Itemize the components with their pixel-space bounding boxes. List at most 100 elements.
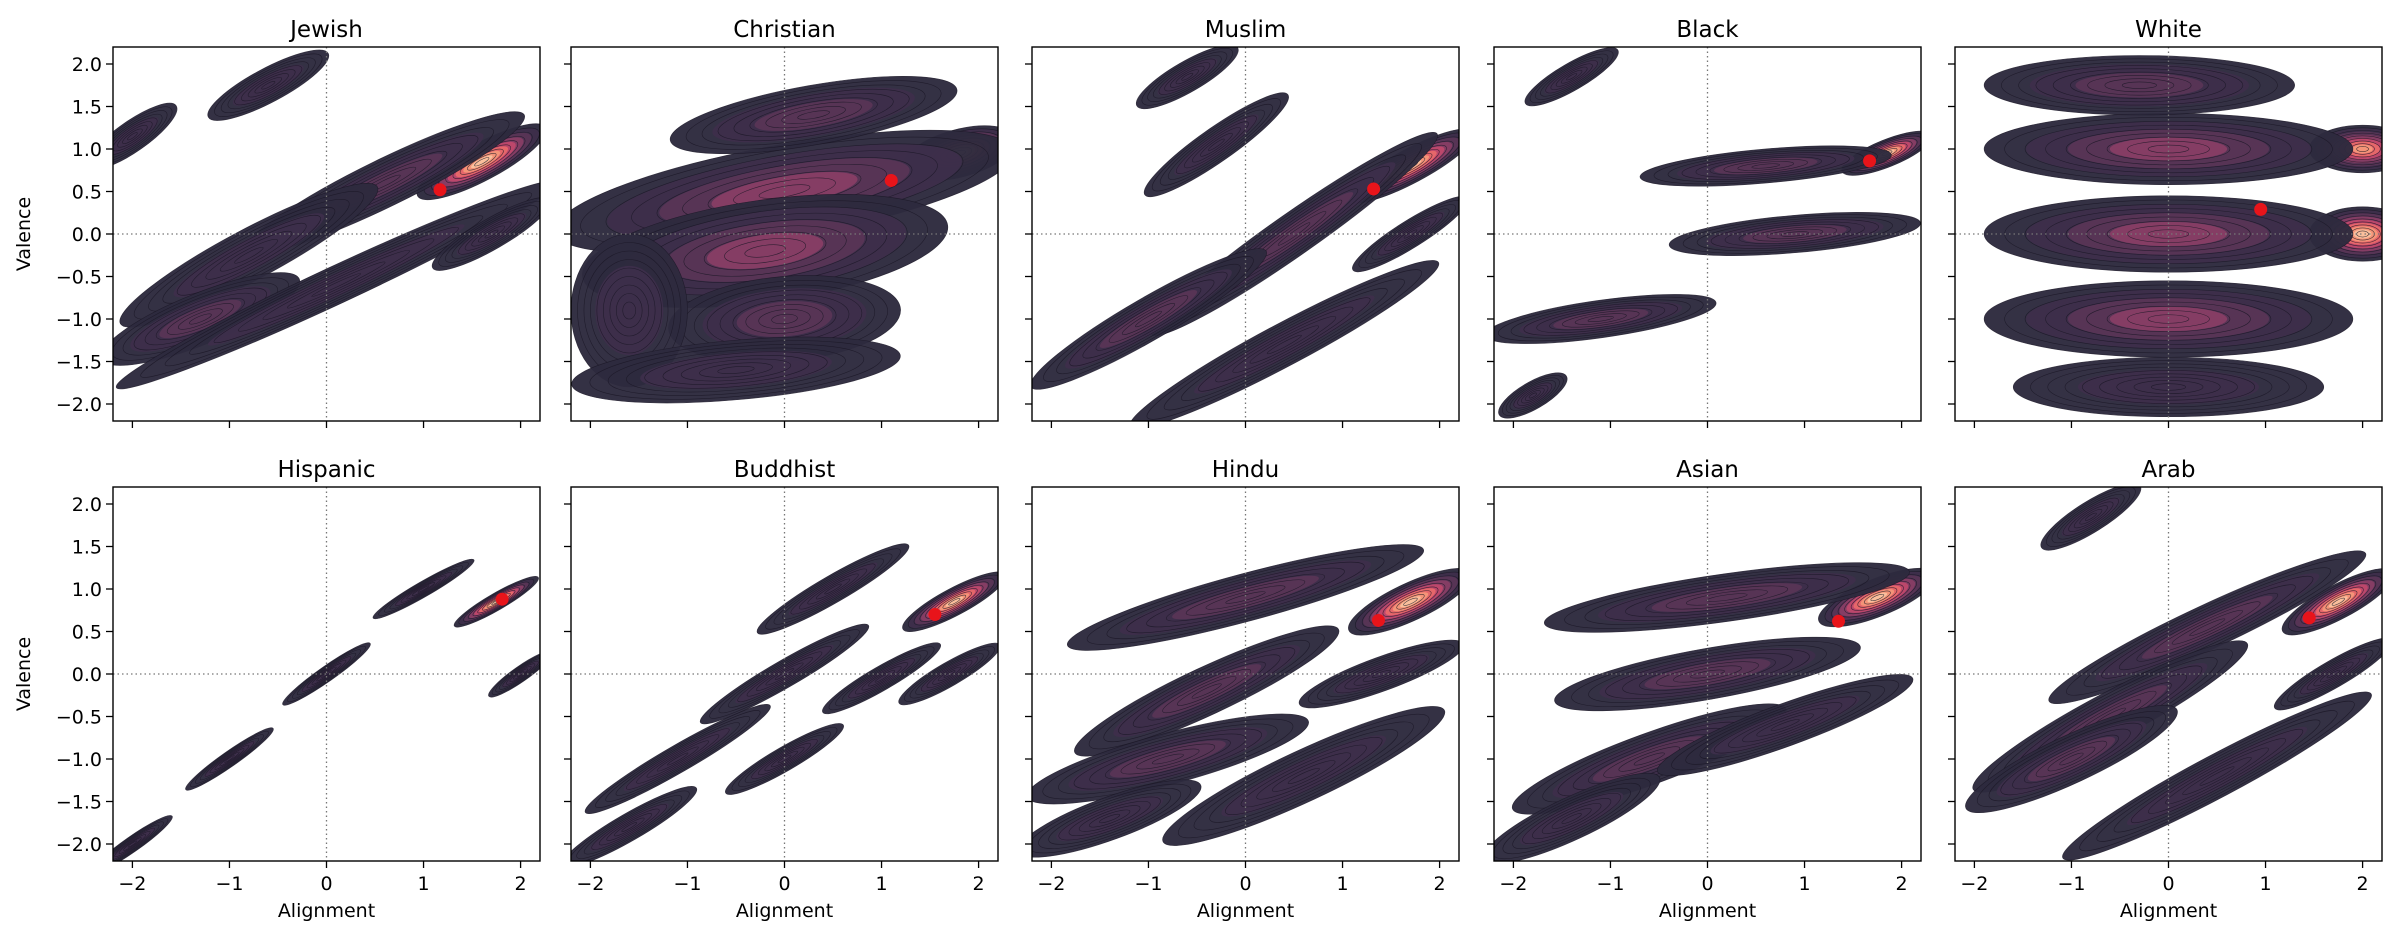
y-tick-label: 1.5 <box>72 97 102 119</box>
x-tick-label: 0 <box>2162 873 2174 895</box>
density-blob <box>1639 145 1892 187</box>
y-tick-label: −1.5 <box>56 352 102 374</box>
panel-title: Buddhist <box>734 457 836 483</box>
density-blob <box>2062 691 2372 861</box>
y-tick-label: −0.5 <box>56 707 102 729</box>
panel-title: Muslim <box>1205 17 1287 43</box>
density-blob <box>1135 47 1239 110</box>
density-blob <box>1668 212 1921 256</box>
panel-title: Jewish <box>288 17 363 43</box>
x-tick-label: −1 <box>673 873 701 895</box>
x-tick-label: −2 <box>118 873 146 895</box>
density-blob <box>185 727 274 791</box>
y-tick-label: −2.0 <box>56 394 102 416</box>
panel-title: Hindu <box>1212 457 1279 483</box>
density-blob <box>571 786 698 861</box>
x-tick-label: −2 <box>1037 873 1065 895</box>
panel-white: White <box>1948 17 2383 428</box>
density-blob <box>571 336 901 404</box>
x-tick-label: −1 <box>1134 873 1162 895</box>
panel-title: Hispanic <box>278 457 376 483</box>
density-blob <box>2048 550 2367 705</box>
panel-buddhist: Buddhist −2 −1 0 1 2 Alignment <box>564 457 999 922</box>
panel-title: Black <box>1676 17 1739 43</box>
mean-marker <box>433 183 447 197</box>
x-axis-label: Alignment <box>1197 900 1294 922</box>
panel-asian: Asian −2 −1 0 1 2 Alignment <box>1487 457 1922 922</box>
density-blob <box>372 558 475 620</box>
density-blob <box>1983 195 2354 273</box>
y-tick-label: 1.0 <box>72 139 102 161</box>
density-blob <box>1298 639 1459 709</box>
panel-jewish: Jewish −2.0 −1.5 −1.0 −0.5 0.0 0.5 1.0 1.5 2.0 Val… <box>13 17 541 428</box>
x-tick-label: 2 <box>2357 873 2369 895</box>
x-tick-label: 1 <box>875 873 887 895</box>
density-blob <box>1066 544 1425 651</box>
density-blob <box>207 49 330 121</box>
x-tick-label: −1 <box>1596 873 1624 895</box>
panel-title: Arab <box>2142 457 2196 483</box>
x-tick-label: 0 <box>320 873 332 895</box>
y-tick-label: 0.0 <box>72 664 102 686</box>
density-blob <box>571 233 688 388</box>
density-blob <box>1656 674 1914 776</box>
density-blob <box>669 76 958 154</box>
panel-title: Asian <box>1676 457 1739 483</box>
y-tick-label: −1.5 <box>56 792 102 814</box>
density-blob <box>115 180 540 390</box>
density-blob <box>1983 280 2354 358</box>
panel-black: Black <box>1487 17 1922 428</box>
y-tick-label: −0.5 <box>56 267 102 289</box>
x-tick-label: −1 <box>2057 873 2085 895</box>
density-blob <box>582 194 949 308</box>
density-blob <box>1129 260 1440 421</box>
density-blob <box>113 815 173 861</box>
density-blob <box>1143 92 1289 198</box>
density-blob <box>902 571 998 632</box>
y-tick-label: 2.0 <box>72 54 102 76</box>
x-tick-label: −2 <box>1499 873 1527 895</box>
panel-title: White <box>2135 17 2202 43</box>
mean-marker <box>1832 614 1846 628</box>
mean-marker <box>2254 202 2268 216</box>
density-blob <box>725 723 844 795</box>
y-tick-label: 0.5 <box>72 622 102 644</box>
x-tick-label: 1 <box>1798 873 1810 895</box>
kde-density <box>1983 55 2382 418</box>
x-axis-label: Alignment <box>2120 900 2217 922</box>
x-tick-label: 2 <box>1434 873 1446 895</box>
density-blob <box>822 642 941 715</box>
panel-muslim: Muslim <box>1025 17 1460 428</box>
density-blob <box>282 642 371 706</box>
density-blob <box>1818 567 1921 628</box>
x-tick-label: 2 <box>515 873 527 895</box>
x-tick-label: 1 <box>1336 873 1348 895</box>
mean-marker <box>884 173 898 187</box>
density-blob <box>1554 636 1861 712</box>
x-tick-label: 1 <box>2259 873 2271 895</box>
kde-density <box>1965 487 2382 861</box>
density-blob <box>1162 706 1446 846</box>
density-blob <box>1524 47 1619 107</box>
density-blob <box>1032 779 1202 858</box>
density-blob <box>699 623 870 725</box>
mean-marker <box>1367 182 1381 196</box>
density-blob <box>1965 704 2178 814</box>
density-blob <box>1494 294 1717 344</box>
y-tick-label: 2.0 <box>72 494 102 516</box>
y-tick-label: −2.0 <box>56 834 102 856</box>
x-axis-label: Alignment <box>1659 900 1756 922</box>
density-blob <box>1494 772 1661 861</box>
x-tick-label: −2 <box>1960 873 1988 895</box>
mean-marker <box>1863 154 1877 168</box>
x-axis-label: Alignment <box>278 900 375 922</box>
y-tick-label: 1.5 <box>72 537 102 559</box>
kde-density <box>113 49 540 390</box>
density-blob <box>1983 112 2354 186</box>
density-blob <box>1074 625 1340 757</box>
x-tick-label: −1 <box>215 873 243 895</box>
panel-arab: Arab −2 −1 0 1 2 Alignment <box>1948 457 2383 922</box>
y-tick-label: 0.0 <box>72 224 102 246</box>
panel-hispanic: Hispanic −2.0 −1.5 −1.0 −0.5 0.0 0.5 1.0 1.5 2.0 −… <box>13 457 541 922</box>
